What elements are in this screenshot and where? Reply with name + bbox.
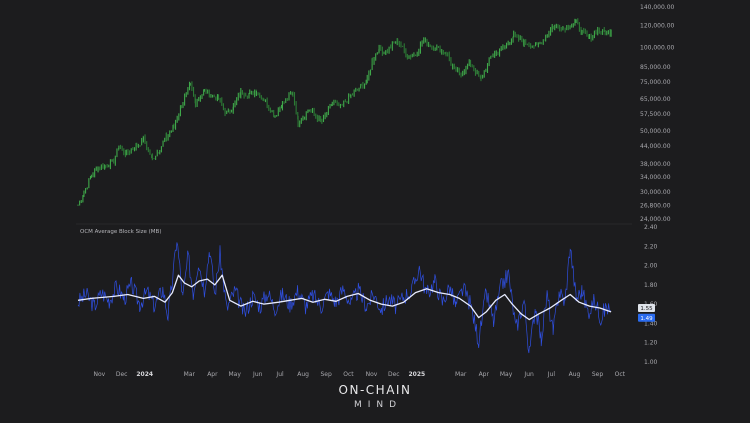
x-tick-label: Jul <box>547 371 556 378</box>
x-tick-label: Apr <box>207 371 218 378</box>
block-size-pane[interactable]: OCM Average Block Size (MB) 2.40 2.20 2.00… <box>77 224 658 366</box>
price-y-tick: 85,000.00 <box>640 64 671 71</box>
price-y-tick: 120,000.00 <box>640 23 675 30</box>
badge-raw-value-text: 1.49 <box>640 316 653 322</box>
block-size-pane-title: OCM Average Block Size (MB) <box>80 229 161 235</box>
block-y-tick: 1.80 <box>644 282 658 289</box>
price-y-tick: 24,000.00 <box>640 216 671 223</box>
x-tick-label: Oct <box>615 371 626 378</box>
block-y-tick: 1.40 <box>644 320 658 327</box>
x-tick-label: 2025 <box>408 371 425 378</box>
price-y-tick: 100,000.00 <box>640 44 675 51</box>
block-y-tick: 2.20 <box>644 243 658 250</box>
price-y-tick: 44,000.00 <box>640 143 671 150</box>
block-y-tick: 2.00 <box>644 263 658 270</box>
x-tick-label: Aug <box>297 371 309 378</box>
price-y-tick: 38,000.00 <box>640 161 671 168</box>
price-y-tick: 75,000.00 <box>640 79 671 86</box>
x-tick-label: Apr <box>479 371 490 378</box>
x-tick-label: May <box>500 371 513 378</box>
badge-smoothed-value-text: 1.55 <box>640 306 653 312</box>
price-y-tick: 50,000.00 <box>640 128 671 135</box>
x-tick-label: Mar <box>455 371 467 378</box>
x-tick-label: Jun <box>252 371 263 378</box>
badge-raw-value <box>638 313 655 322</box>
x-tick-label: Nov <box>94 371 106 378</box>
brand-subtitle: MIND <box>354 400 402 410</box>
x-tick-label: Oct <box>343 371 354 378</box>
price-y-tick: 57,500.00 <box>640 111 671 118</box>
price-y-tick: 26,800.00 <box>640 203 671 210</box>
brand-logo: ON-CHAIN MIND <box>339 383 412 410</box>
x-tick-label: Sep <box>320 371 332 378</box>
x-tick-label: Dec <box>116 371 128 378</box>
brand-name: ON-CHAIN <box>339 383 412 397</box>
price-y-tick: 140,000.00 <box>640 4 675 11</box>
block-y-tick: 2.40 <box>644 224 658 231</box>
block-y-tick: 1.20 <box>644 340 658 347</box>
x-tick-label: Dec <box>388 371 400 378</box>
block-y-tick: 1.00 <box>644 359 658 366</box>
x-tick-label: 2024 <box>136 371 153 378</box>
price-y-tick: 65,000.00 <box>640 96 671 103</box>
x-tick-label: Aug <box>569 371 581 378</box>
price-y-tick: 30,000.00 <box>640 189 671 196</box>
block-size-smoothed-line <box>77 274 612 321</box>
x-axis: Nov Dec 2024 Mar Apr May Jun Jul Aug Sep Oct Nov Dec… <box>94 371 626 378</box>
x-tick-label: May <box>228 371 241 378</box>
badge-smoothed-value <box>638 303 655 312</box>
x-tick-label: Jun <box>523 371 534 378</box>
x-tick-label: Jul <box>275 371 284 378</box>
x-tick-label: Nov <box>366 371 378 378</box>
x-tick-label: Sep <box>592 371 604 378</box>
price-pane[interactable]: 140,000.00 120,000.00 100,000.00 85,000.00 7… <box>77 4 675 223</box>
x-tick-label: Mar <box>184 371 196 378</box>
price-y-tick: 34,000.00 <box>640 174 671 181</box>
